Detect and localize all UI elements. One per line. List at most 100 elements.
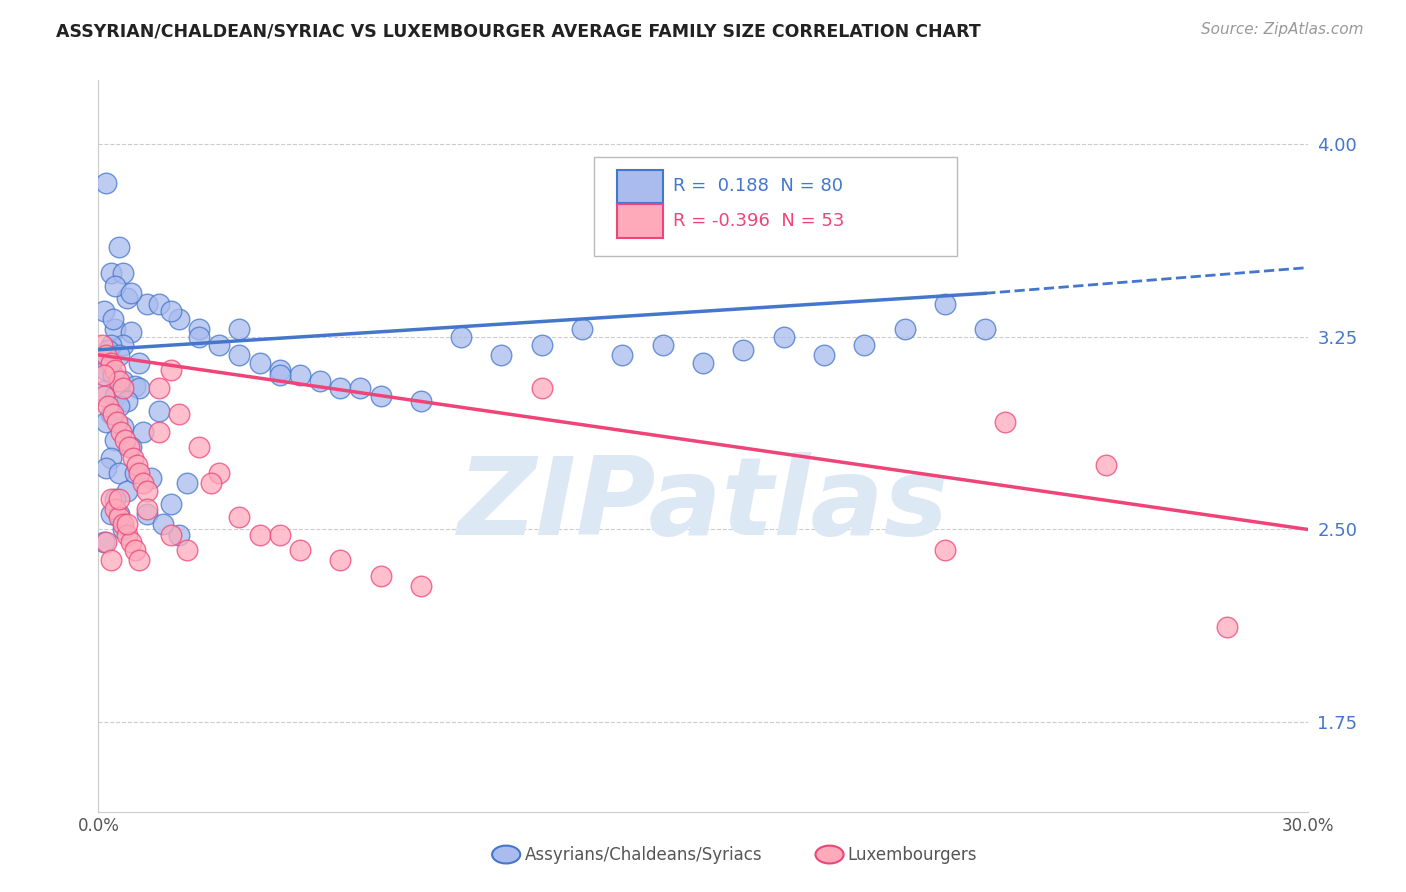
- Point: [288, 368, 311, 383]
- Point: [974, 322, 997, 336]
- Point: [692, 355, 714, 369]
- Point: [167, 527, 190, 541]
- Point: [228, 348, 250, 362]
- Point: [893, 322, 915, 336]
- Point: [188, 330, 211, 344]
- Point: [103, 389, 125, 403]
- Point: [97, 343, 120, 357]
- Point: [93, 384, 115, 398]
- Point: [124, 378, 146, 392]
- Point: [188, 322, 211, 336]
- Point: [139, 471, 162, 485]
- Point: [103, 363, 125, 377]
- Point: [111, 419, 134, 434]
- Point: [111, 337, 134, 351]
- Point: [651, 337, 673, 351]
- Point: [107, 491, 129, 506]
- Point: [733, 343, 755, 357]
- Point: [135, 483, 157, 498]
- Point: [100, 491, 122, 506]
- Point: [160, 497, 183, 511]
- Point: [135, 296, 157, 310]
- Point: [93, 368, 115, 383]
- Point: [115, 527, 138, 541]
- Point: [530, 381, 553, 395]
- Point: [103, 278, 125, 293]
- Point: [91, 337, 114, 351]
- Point: [128, 553, 150, 567]
- Point: [148, 404, 170, 418]
- Point: [115, 292, 138, 306]
- Point: [103, 491, 125, 506]
- Point: [132, 425, 155, 439]
- Point: [530, 337, 553, 351]
- Point: [128, 466, 150, 480]
- Point: [135, 501, 157, 516]
- Point: [309, 374, 332, 388]
- Point: [208, 337, 231, 351]
- Point: [115, 483, 138, 498]
- Point: [96, 348, 118, 362]
- Point: [125, 458, 148, 473]
- Point: [269, 363, 291, 377]
- Point: [148, 425, 170, 439]
- Point: [111, 374, 134, 388]
- Point: [249, 355, 271, 369]
- Point: [148, 381, 170, 395]
- Point: [132, 476, 155, 491]
- Point: [120, 535, 142, 549]
- Point: [107, 466, 129, 480]
- Point: [269, 368, 291, 383]
- Point: [148, 296, 170, 310]
- Point: [329, 553, 352, 567]
- Text: Assyrians/Chaldeans/Syriacs: Assyrians/Chaldeans/Syriacs: [524, 846, 762, 863]
- Point: [111, 517, 134, 532]
- Point: [152, 517, 174, 532]
- Point: [100, 507, 122, 521]
- Point: [934, 543, 956, 558]
- Point: [100, 553, 122, 567]
- Point: [1095, 458, 1118, 473]
- Point: [115, 517, 138, 532]
- Point: [118, 440, 141, 454]
- Point: [101, 368, 124, 383]
- Point: [110, 425, 132, 439]
- Point: [101, 312, 124, 326]
- Point: [813, 348, 835, 362]
- Point: [103, 322, 125, 336]
- Point: [100, 266, 122, 280]
- Point: [124, 466, 146, 480]
- Point: [288, 543, 311, 558]
- Point: [111, 266, 134, 280]
- Point: [107, 399, 129, 413]
- Point: [107, 507, 129, 521]
- Point: [103, 501, 125, 516]
- Point: [160, 304, 183, 318]
- Point: [93, 304, 115, 318]
- Point: [111, 381, 134, 395]
- Point: [160, 527, 183, 541]
- Point: [249, 527, 271, 541]
- Point: [93, 535, 115, 549]
- Point: [100, 450, 122, 465]
- Point: [91, 355, 114, 369]
- Point: [491, 348, 513, 362]
- Point: [612, 348, 634, 362]
- Point: [934, 296, 956, 310]
- Point: [120, 440, 142, 454]
- Text: ZIPatlas: ZIPatlas: [457, 451, 949, 558]
- Point: [96, 363, 118, 377]
- Point: [105, 415, 128, 429]
- Point: [101, 407, 124, 421]
- Point: [167, 312, 190, 326]
- Point: [96, 535, 118, 549]
- Text: R = -0.396  N = 53: R = -0.396 N = 53: [672, 211, 844, 230]
- Point: [160, 363, 183, 377]
- Point: [100, 355, 122, 369]
- Point: [96, 460, 118, 475]
- Point: [135, 507, 157, 521]
- Point: [370, 568, 392, 582]
- Point: [100, 337, 122, 351]
- Point: [409, 579, 432, 593]
- Point: [188, 440, 211, 454]
